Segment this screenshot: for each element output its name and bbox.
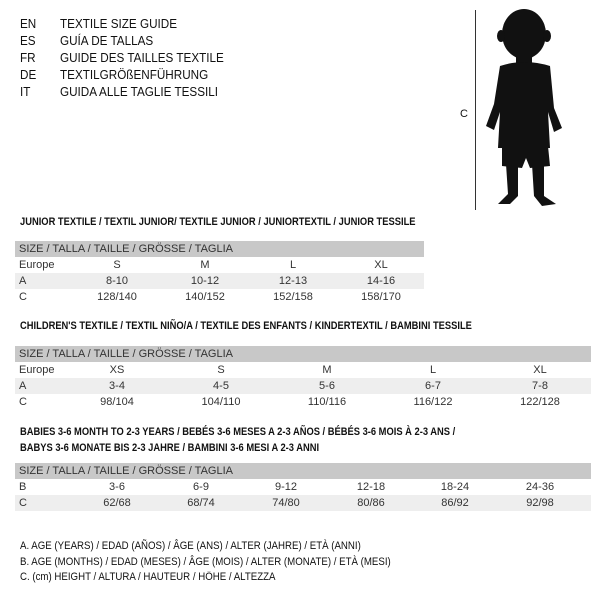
children-table: SIZE / TALLA / TAILLE / GRÖSSE / TAGLIA …: [15, 346, 591, 410]
cell: 4-5: [213, 380, 229, 392]
cell: XL: [533, 364, 547, 376]
height-line: [475, 10, 476, 210]
children-title: CHILDREN'S TEXTILE / TEXTIL NIÑO/A / TEX…: [20, 320, 472, 332]
cell: 68/74: [187, 497, 215, 509]
cell: 116/122: [413, 396, 453, 408]
cell: L: [289, 259, 297, 271]
table-row: Europe XS S M L XL: [15, 362, 591, 378]
cell: 74/80: [272, 497, 300, 509]
cell: M: [200, 259, 210, 271]
lang-code: EN: [20, 16, 37, 31]
cell: 92/98: [526, 497, 554, 509]
cell: 5-6: [319, 380, 335, 392]
cell: 104/110: [201, 396, 241, 408]
height-label: C: [460, 108, 468, 120]
cell: 128/140: [97, 291, 137, 303]
legend-a: A. AGE (YEARS) / EDAD (AÑOS) / ÂGE (ANS)…: [20, 540, 361, 552]
junior-table: SIZE / TALLA / TAILLE / GRÖSSE / TAGLIA …: [15, 241, 424, 305]
table-row: A 3-4 4-5 5-6 6-7 7-8: [15, 378, 591, 394]
table-row: C 98/104 104/110 110/116 116/122 122/128: [15, 394, 591, 410]
cell: 9-12: [274, 481, 298, 493]
lang-code: IT: [20, 84, 31, 99]
legend-c: C. (cm) HEIGHT / ALTURA / HAUTEUR / HÖHE…: [20, 571, 276, 583]
cell: XS: [109, 364, 125, 376]
table-header: SIZE / TALLA / TAILLE / GRÖSSE / TAGLIA: [15, 241, 424, 257]
cell: 152/158: [273, 291, 313, 303]
table-row: Europe S M L XL: [15, 257, 424, 273]
junior-title: JUNIOR TEXTILE / TEXTIL JUNIOR/ TEXTILE …: [20, 216, 416, 228]
lang-title: TEXTILGRÖßENFÜHRUNG: [60, 67, 209, 82]
child-silhouette-icon: [486, 9, 562, 206]
cell: 122/128: [520, 396, 560, 408]
babies-table: SIZE / TALLA / TAILLE / GRÖSSE / TAGLIA …: [15, 463, 591, 511]
table-row: A 8-10 10-12 12-13 14-16: [15, 273, 424, 289]
row-label: Europe: [19, 259, 55, 271]
cell: 140/152: [185, 291, 225, 303]
cell: 8-10: [105, 275, 129, 287]
babies-title-line1: BABIES 3-6 MONTH TO 2-3 YEARS / BEBÉS 3-…: [20, 426, 456, 438]
row-label: B: [19, 481, 27, 493]
lang-title: TEXTILE SIZE GUIDE: [60, 16, 178, 31]
cell: 158/170: [361, 291, 401, 303]
cell: 62/68: [103, 497, 131, 509]
lang-code: FR: [20, 50, 36, 65]
legend-b: B. AGE (MONTHS) / EDAD (MESES) / ÂGE (MO…: [20, 556, 391, 568]
lang-title: GUIDA ALLE TAGLIE TESSILI: [60, 84, 219, 99]
cell: L: [429, 364, 437, 376]
cell: 12-18: [356, 481, 386, 493]
cell: XL: [374, 259, 388, 271]
lang-title: GUÍA DE TALLAS: [60, 33, 154, 48]
cell: 6-7: [425, 380, 441, 392]
table-header: SIZE / TALLA / TAILLE / GRÖSSE / TAGLIA: [15, 346, 591, 362]
cell: 24-36: [525, 481, 555, 493]
cell: 80/86: [357, 497, 385, 509]
lang-code: ES: [20, 33, 36, 48]
cell: M: [322, 364, 332, 376]
cell: 86/92: [441, 497, 469, 509]
cell: 12-13: [278, 275, 308, 287]
lang-code: DE: [20, 67, 37, 82]
cell: 14-16: [366, 275, 396, 287]
cell: 98/104: [100, 396, 134, 408]
row-label: A: [19, 275, 27, 287]
table-row: C 128/140 140/152 152/158 158/170: [15, 289, 424, 305]
cell: S: [217, 364, 225, 376]
cell: S: [113, 259, 121, 271]
cell: 7-8: [532, 380, 548, 392]
row-label: A: [19, 380, 27, 392]
cell: 18-24: [440, 481, 470, 493]
cell: 10-12: [190, 275, 220, 287]
lang-title: GUIDE DES TAILLES TEXTILE: [60, 50, 224, 65]
cell: 110/116: [307, 396, 347, 408]
cell: 3-4: [109, 380, 125, 392]
table-header: SIZE / TALLA / TAILLE / GRÖSSE / TAGLIA: [15, 463, 591, 479]
row-label: C: [19, 396, 27, 408]
table-row: B 3-6 6-9 9-12 12-18 18-24 24-36: [15, 479, 591, 495]
table-row: C 62/68 68/74 74/80 80/86 86/92 92/98: [15, 495, 591, 511]
cell: 6-9: [193, 481, 209, 493]
row-label: Europe: [19, 364, 55, 376]
babies-title-line2: BABYS 3-6 MONATE BIS 2-3 JAHRE / BAMBINI…: [20, 442, 320, 454]
row-label: C: [19, 497, 27, 509]
cell: 3-6: [109, 481, 125, 493]
row-label: C: [19, 291, 27, 303]
